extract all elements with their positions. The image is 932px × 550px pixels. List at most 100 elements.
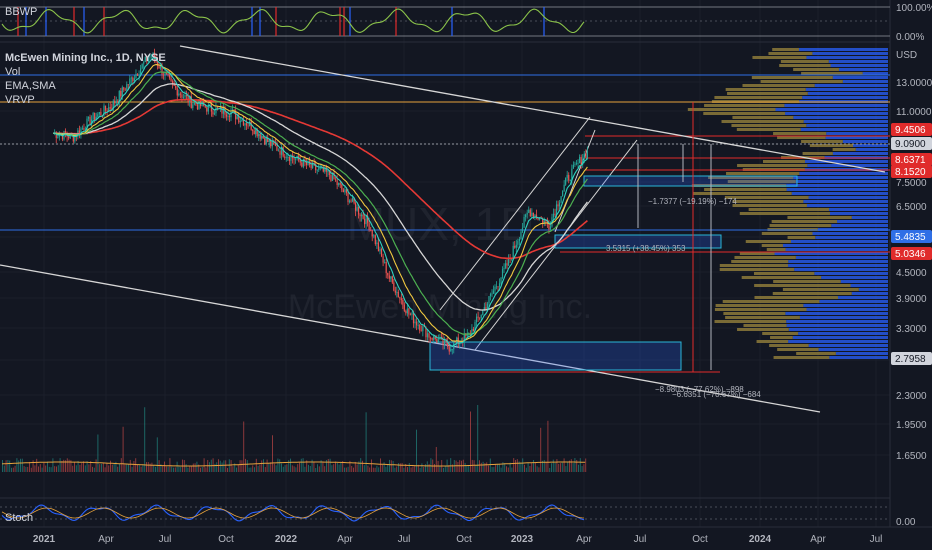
volume-bar	[340, 461, 342, 472]
candle-body	[281, 146, 283, 155]
vrvp-bar-down	[809, 144, 854, 147]
candle-body	[517, 240, 519, 245]
vrvp-bar-down	[741, 276, 822, 279]
volume-bar	[149, 463, 151, 472]
candle-body	[331, 173, 334, 181]
vrvp-bar-down	[725, 88, 806, 91]
vrvp-bar-down	[770, 336, 793, 339]
vrvp-bar-down	[787, 236, 816, 239]
candle-body	[542, 218, 544, 224]
vrvp-bar-up	[821, 276, 888, 279]
volume-bar	[2, 460, 3, 472]
volume-bar	[20, 458, 21, 472]
volume-ma-line	[1, 461, 586, 467]
volume-bar	[191, 466, 192, 472]
vrvp-bar-down	[719, 264, 789, 267]
vrvp-bar-down	[787, 216, 852, 219]
legend-vrvp[interactable]: VRVP	[5, 94, 35, 106]
candle-body	[97, 114, 99, 117]
candle-body	[515, 244, 517, 248]
candle-body	[494, 286, 496, 291]
zone-box-mid[interactable]	[554, 234, 722, 249]
volume-bar	[560, 463, 561, 472]
candle-body	[143, 61, 145, 64]
candle-body	[192, 104, 194, 109]
candle-body	[322, 167, 324, 172]
vrvp-bar-up	[788, 340, 888, 343]
volume-bar	[268, 462, 270, 472]
candle-body	[405, 310, 407, 314]
vrvp-bar-down	[743, 324, 787, 327]
legend-symbol[interactable]: McEwen Mining Inc., 1D, NYSE	[5, 52, 166, 64]
candle-body	[162, 74, 165, 76]
volume-bar	[585, 458, 587, 472]
volume-bar	[495, 464, 497, 472]
candle-body	[290, 155, 292, 161]
vrvp-bar-down	[734, 256, 796, 259]
legend-vol[interactable]: Vol	[5, 66, 20, 78]
candle-body	[328, 170, 330, 175]
volume-bar	[209, 462, 210, 472]
candle-body	[426, 333, 429, 338]
legend-ema-sma[interactable]: EMA,SMA	[5, 80, 56, 92]
vrvp-bar-down	[732, 200, 804, 203]
candle-body	[486, 303, 489, 310]
candle-body	[582, 159, 584, 165]
volume-bar	[140, 466, 142, 472]
price-tick-8: 3.3000	[896, 324, 927, 335]
volume-bar	[563, 458, 565, 472]
sma-white-line	[53, 83, 588, 311]
bbwp-label[interactable]: BBWP	[5, 6, 37, 18]
candle-body	[282, 146, 284, 157]
vrvp-bar-down	[751, 76, 833, 79]
vrvp-bar-up	[799, 316, 888, 319]
volume-bar	[540, 427, 542, 472]
volume-bar	[119, 463, 120, 472]
volume-bar	[383, 462, 385, 472]
candle-body	[586, 150, 588, 158]
vrvp-bar-up	[862, 72, 888, 75]
vrvp-bar-down	[737, 164, 808, 167]
candle-body	[365, 215, 367, 225]
volume-bar	[239, 460, 241, 472]
time-axis-ticks[interactable]: 2021 Apr Jul Oct 2022 Apr Jul Oct 2023 Apr Jul Oct 2…	[33, 534, 883, 545]
candle-body	[109, 107, 111, 109]
volume-bar	[165, 466, 167, 472]
volume-bar	[545, 461, 547, 472]
volume-bar	[327, 458, 329, 472]
volume-bar	[504, 463, 506, 472]
candle-body	[514, 245, 516, 248]
vrvp-bar-down	[687, 108, 776, 111]
volume-bar	[216, 462, 218, 472]
volume-bar	[171, 466, 173, 472]
vrvp-bar-up	[785, 112, 888, 115]
volume-bar	[41, 467, 43, 472]
zone-box-low[interactable]	[429, 341, 682, 371]
volume-bar	[284, 465, 286, 472]
volume-bar	[302, 458, 304, 472]
candle-body	[155, 59, 157, 62]
candle-body	[213, 113, 216, 115]
volume-bar	[394, 467, 396, 472]
volume-bar	[326, 460, 327, 472]
price-badge-bg-2	[891, 153, 932, 166]
volume-bar	[405, 464, 407, 472]
volume-bar	[506, 466, 507, 472]
candle-body	[443, 339, 446, 345]
candle-body	[507, 258, 510, 266]
volume-bar	[56, 466, 57, 472]
vrvp-bar-up	[794, 268, 888, 271]
candle-body	[520, 231, 522, 239]
candle-body	[359, 214, 361, 217]
candle-body	[181, 94, 183, 98]
volume-bar	[516, 459, 518, 472]
time-tick-8: 2023	[511, 534, 534, 545]
candle-body	[284, 156, 286, 158]
candle-body	[422, 326, 424, 332]
volume-bar	[219, 460, 221, 472]
candle-body	[247, 125, 249, 127]
stoch-label[interactable]: Stoch	[5, 512, 33, 524]
price-tick-3: 7.5000	[896, 178, 927, 189]
zone-box-upper[interactable]	[583, 175, 798, 187]
